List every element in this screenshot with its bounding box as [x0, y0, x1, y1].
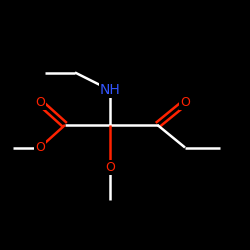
Text: O: O — [35, 96, 45, 109]
Text: O: O — [35, 141, 45, 154]
Text: O: O — [180, 96, 190, 109]
Text: NH: NH — [100, 83, 120, 97]
Text: O: O — [105, 161, 115, 174]
